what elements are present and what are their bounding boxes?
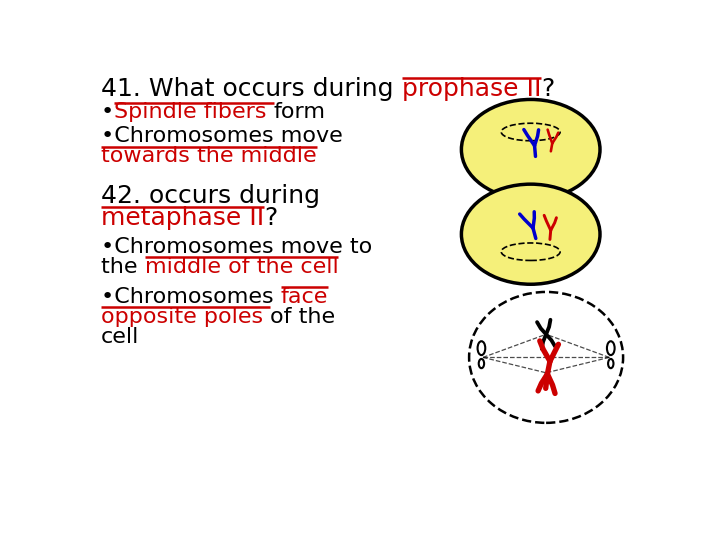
Text: 42. occurs during: 42. occurs during xyxy=(101,184,320,208)
Text: opposite poles: opposite poles xyxy=(101,307,270,327)
Ellipse shape xyxy=(462,184,600,284)
Text: middle of the cell: middle of the cell xyxy=(145,256,338,276)
Text: •Chromosomes: •Chromosomes xyxy=(101,287,281,307)
Ellipse shape xyxy=(477,341,485,355)
Text: cell: cell xyxy=(101,327,140,347)
Text: ?: ? xyxy=(264,206,277,230)
Text: 41. What occurs during: 41. What occurs during xyxy=(101,77,402,101)
Text: of the: of the xyxy=(270,307,336,327)
Text: face: face xyxy=(281,287,328,307)
Text: •: • xyxy=(101,102,114,122)
Ellipse shape xyxy=(469,292,623,423)
Text: ?: ? xyxy=(541,77,554,101)
Text: Spindle fibers: Spindle fibers xyxy=(114,102,274,122)
Ellipse shape xyxy=(479,359,484,368)
Text: towards the middle: towards the middle xyxy=(101,146,317,166)
Text: metaphase II: metaphase II xyxy=(101,206,264,230)
Text: •Chromosomes move to: •Chromosomes move to xyxy=(101,237,372,256)
Ellipse shape xyxy=(608,359,613,368)
Text: the: the xyxy=(101,256,145,276)
Ellipse shape xyxy=(607,341,615,355)
Ellipse shape xyxy=(462,99,600,200)
Text: •Chromosomes move: •Chromosomes move xyxy=(101,126,343,146)
Text: prophase II: prophase II xyxy=(402,77,541,101)
Text: form: form xyxy=(274,102,326,122)
